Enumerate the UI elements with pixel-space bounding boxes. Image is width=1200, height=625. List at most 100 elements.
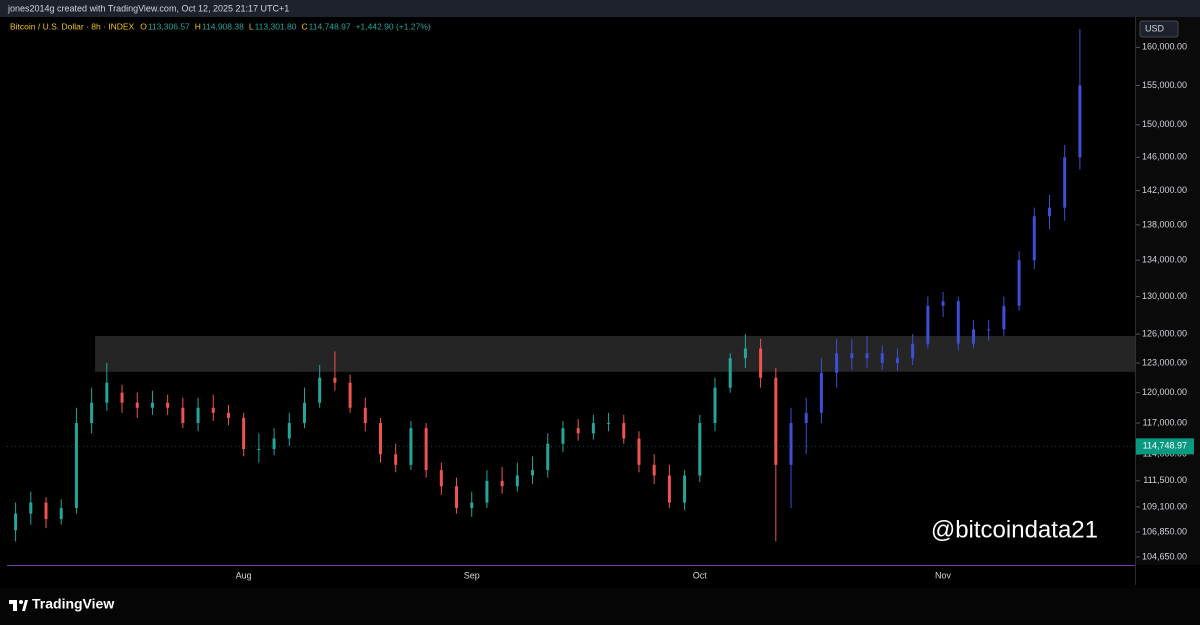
ohlc-legend: Bitcoin / U.S. Dollar · 8h · INDEX O 113,3… bbox=[10, 21, 431, 31]
candle-body bbox=[302, 402, 306, 424]
candle-body bbox=[485, 480, 489, 503]
candle-body bbox=[272, 438, 276, 449]
candle-body bbox=[531, 470, 535, 476]
candle-body bbox=[515, 475, 519, 487]
y-tick-label: 138,000.00 bbox=[1142, 219, 1187, 229]
x-tick-label: Oct bbox=[693, 570, 708, 580]
candle-body bbox=[774, 377, 778, 465]
candle-body bbox=[44, 502, 48, 520]
header-bar bbox=[0, 0, 1200, 17]
candle-body bbox=[135, 402, 139, 408]
legend-key: O bbox=[140, 21, 147, 31]
candle-body bbox=[622, 423, 626, 439]
footer bbox=[0, 588, 1200, 625]
candle-body bbox=[287, 423, 291, 439]
candle-body bbox=[211, 407, 215, 413]
legend-key: H bbox=[195, 21, 201, 31]
candle-body bbox=[1017, 260, 1021, 306]
candle-body bbox=[987, 329, 991, 331]
legend-value: 114,908.38 bbox=[202, 21, 244, 31]
candle-body bbox=[804, 412, 808, 424]
candle-body bbox=[759, 348, 763, 378]
candle-body bbox=[652, 464, 656, 476]
currency-box bbox=[1139, 20, 1179, 38]
candle-body bbox=[865, 353, 869, 359]
candle-body bbox=[911, 343, 915, 359]
candle-body bbox=[698, 423, 702, 476]
candle-body bbox=[150, 402, 154, 408]
candle-body bbox=[29, 502, 33, 514]
x-tick-label: Nov bbox=[935, 570, 952, 580]
x-tick-label: Sep bbox=[464, 570, 480, 580]
legend-key: L bbox=[249, 21, 254, 31]
candle-body bbox=[424, 428, 428, 471]
y-tick-label: 109,100.00 bbox=[1142, 501, 1187, 511]
candle-body bbox=[120, 392, 124, 403]
y-tick-label: 160,000.00 bbox=[1142, 42, 1187, 52]
candle-body bbox=[379, 423, 383, 455]
last-price-label: 114,748.97 bbox=[1143, 441, 1187, 451]
candle-body bbox=[1002, 305, 1006, 330]
candle-body bbox=[394, 454, 398, 465]
candle-body bbox=[59, 508, 63, 520]
y-tick-label: 106,850.00 bbox=[1142, 526, 1187, 536]
candle-body bbox=[713, 387, 717, 424]
candle-body bbox=[439, 470, 443, 487]
x-tick-label: Aug bbox=[236, 570, 252, 580]
legend-title: Bitcoin / U.S. Dollar · 8h · INDEX bbox=[10, 21, 135, 31]
candle-body bbox=[728, 358, 732, 388]
candle-body bbox=[835, 353, 839, 373]
candle-body bbox=[455, 486, 459, 509]
y-tick-label: 123,000.00 bbox=[1142, 357, 1187, 367]
candle-body bbox=[1078, 85, 1082, 158]
y-tick-label: 117,000.00 bbox=[1143, 417, 1187, 427]
candle-body bbox=[850, 353, 854, 359]
candle-body bbox=[880, 353, 884, 364]
candle-body bbox=[1047, 207, 1051, 217]
candle-body bbox=[637, 438, 641, 465]
candle-body bbox=[226, 412, 230, 418]
candle-body bbox=[196, 407, 200, 424]
candle-body bbox=[333, 377, 337, 383]
candle-body bbox=[591, 423, 595, 434]
candle-body bbox=[181, 407, 185, 424]
y-tick-label: 111,500.00 bbox=[1143, 475, 1187, 485]
candle-body bbox=[242, 417, 246, 449]
candle-body bbox=[971, 329, 975, 344]
candle-body bbox=[546, 443, 550, 471]
y-tick-label: 126,000.00 bbox=[1142, 328, 1187, 338]
candle-body bbox=[1032, 216, 1036, 261]
credit: jones2014g created with TradingView.com,… bbox=[7, 3, 289, 13]
brand: TradingView bbox=[32, 596, 114, 612]
legend-change: +1,442.90 (+1.27%) bbox=[356, 21, 431, 31]
y-tick-label: 142,000.00 bbox=[1142, 185, 1187, 195]
legend-value: 113,301.80 bbox=[255, 21, 297, 31]
candle-body bbox=[166, 402, 170, 408]
legend-value: 113,306.57 bbox=[148, 21, 190, 31]
candle-body bbox=[561, 428, 565, 444]
candle-body bbox=[895, 358, 899, 364]
candle-body bbox=[683, 475, 687, 503]
candle-body bbox=[500, 480, 504, 487]
candle-body bbox=[409, 428, 413, 465]
resistance-zone bbox=[95, 336, 1135, 372]
candle-body bbox=[819, 372, 823, 413]
candle-body bbox=[470, 502, 474, 509]
candle-body bbox=[576, 428, 580, 434]
candle-body bbox=[348, 382, 352, 408]
y-tick-label: 146,000.00 bbox=[1142, 152, 1187, 162]
candle-body bbox=[90, 402, 94, 424]
legend-value: 114,748.97 bbox=[309, 21, 351, 31]
y-tick-label: 134,000.00 bbox=[1142, 255, 1187, 265]
candle-body bbox=[926, 305, 930, 344]
watermark: @bitcoindata21 bbox=[931, 516, 1098, 543]
candle-body bbox=[74, 423, 78, 509]
candle-body bbox=[257, 448, 261, 450]
candle-body bbox=[667, 475, 671, 503]
brand-logo bbox=[9, 600, 28, 611]
last-price-tag bbox=[1136, 438, 1194, 455]
y-tick-label: 150,000.00 bbox=[1142, 119, 1187, 129]
candle-body bbox=[956, 301, 960, 344]
